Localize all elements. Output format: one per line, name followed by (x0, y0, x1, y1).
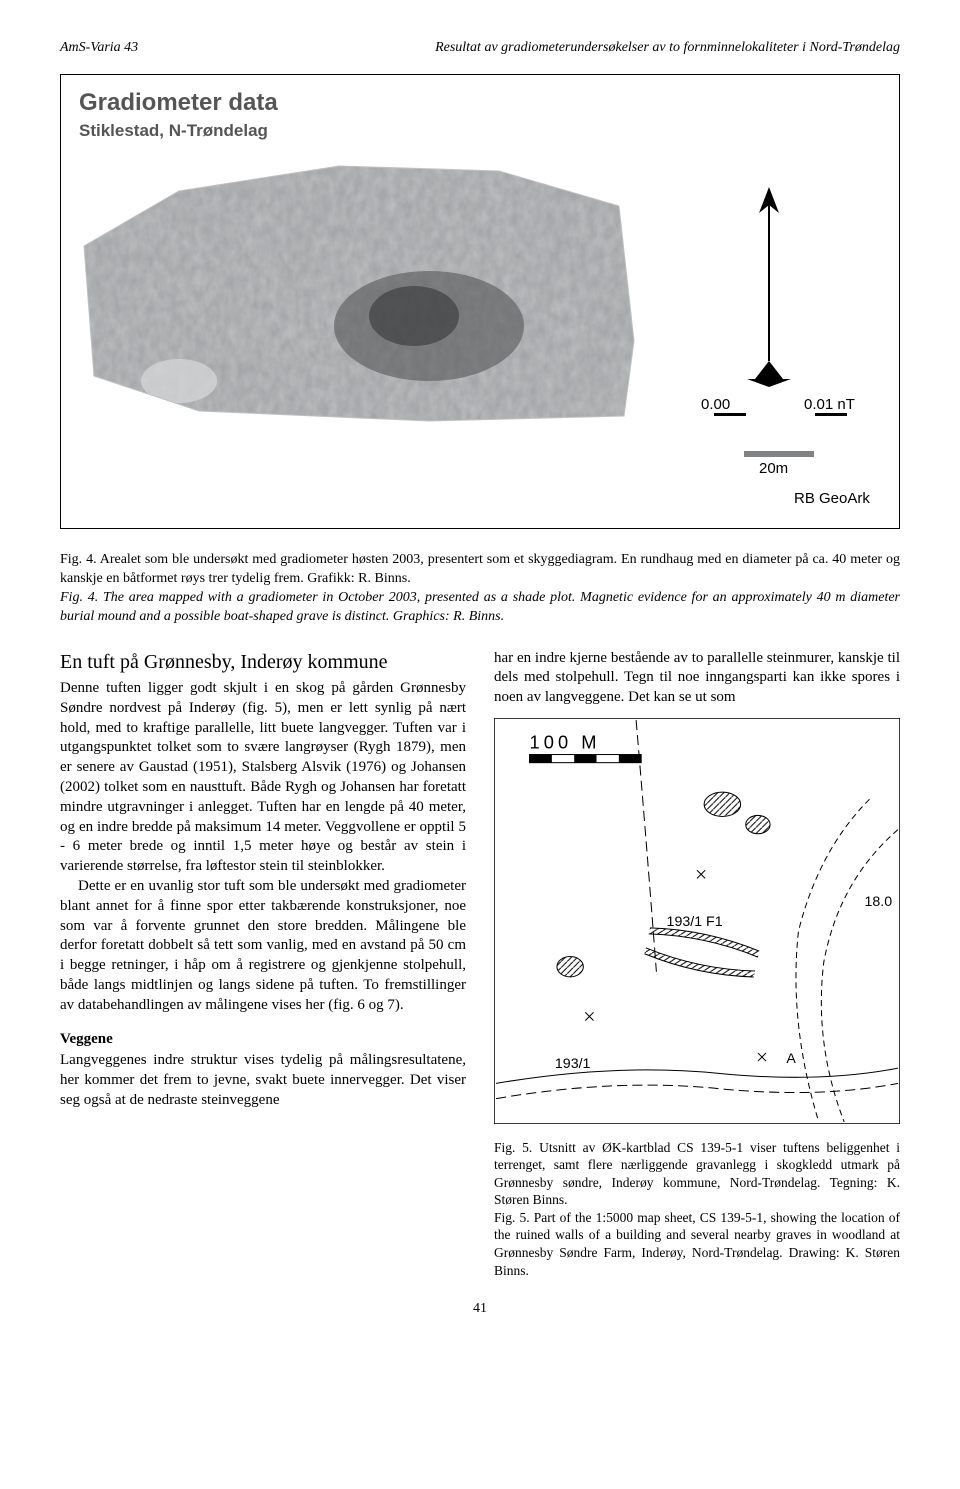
figure-5-caption-no: Fig. 5. Utsnitt av ØK-kartblad CS 139-5-… (494, 1140, 900, 1208)
figure-5-map: 100 M (494, 718, 900, 1131)
map-scale-label: 100 M (530, 731, 601, 752)
figure-4-credit: RB GeoArk (794, 490, 870, 507)
section-heading: En tuft på Grønnesby, Inderøy kommune (60, 649, 466, 675)
figure-4-container: Gradiometer data Stiklestad, N-Trøndelag (60, 74, 900, 529)
figure-4-title: Gradiometer data (79, 89, 881, 117)
figure-5-caption: Fig. 5. Utsnitt av ØK-kartblad CS 139-5-… (494, 1139, 900, 1279)
header-right: Resultat av gradiometerundersøkelser av … (435, 40, 900, 56)
figure-5-caption-en: Fig. 5. Part of the 1:5000 map sheet, CS… (494, 1210, 900, 1278)
figure-4-caption: Fig. 4. Arealet som ble undersøkt med gr… (60, 551, 900, 627)
map-plot-b-label: 193/1 F1 (667, 914, 723, 930)
page-number: 41 (60, 1301, 900, 1317)
body-paragraph-2: Dette er en uvanlig stor tuft som ble un… (60, 877, 466, 1016)
sub-heading-veggene: Veggene (60, 1030, 466, 1050)
right-column: har en indre kjerne bestående av to para… (494, 649, 900, 1280)
map-marker-a: A (786, 1051, 796, 1067)
map-elev-label: 18.0 (864, 894, 892, 910)
map-plot-a-label: 193/1 (555, 1056, 591, 1072)
figure-4-subtitle: Stiklestad, N-Trøndelag (79, 121, 881, 141)
scalebar-label: 20m (759, 460, 788, 477)
right-intro-paragraph: har en indre kjerne bestående av to para… (494, 649, 900, 708)
left-column: En tuft på Grønnesby, Inderøy kommune De… (60, 649, 466, 1280)
body-paragraph-1: Denne tuften ligger godt skjult i en sko… (60, 679, 466, 877)
body-paragraph-3: Langveggenes indre struktur vises tydeli… (60, 1051, 466, 1110)
figure-4-image: 0.00 0.01 nT 20m RB GeoArk (79, 151, 881, 516)
header-left: AmS-Varia 43 (60, 40, 138, 56)
scale-high-label: 0.01 nT (804, 396, 855, 413)
figure-4-caption-no: Fig. 4. Arealet som ble undersøkt med gr… (60, 552, 900, 586)
scale-low-label: 0.00 (701, 396, 730, 413)
figure-4-caption-en: Fig. 4. The area mapped with a gradiomet… (60, 590, 900, 624)
